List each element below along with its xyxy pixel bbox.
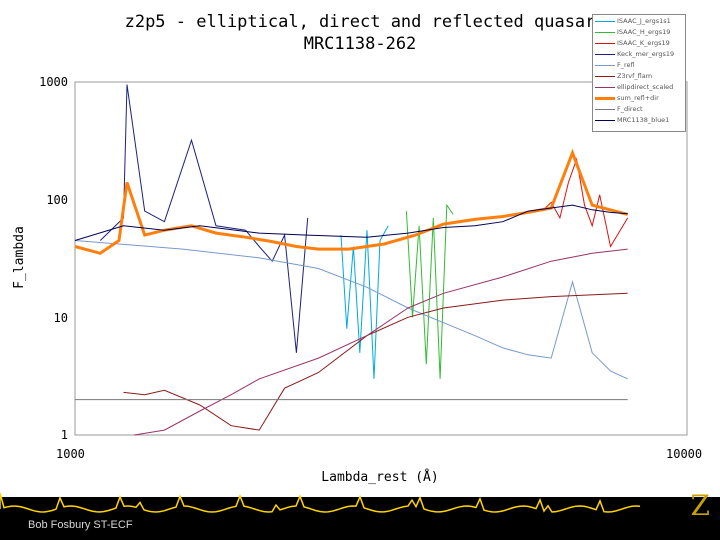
y-tick-label: 1000 — [39, 75, 68, 89]
legend-label: F_direct — [617, 105, 643, 113]
footer-spectrum-decoration — [0, 492, 640, 513]
legend-label: Z3rvf_flam — [617, 72, 653, 80]
series-line-6 — [134, 248, 628, 436]
legend-item: ISAAC_H_ergs19 — [595, 28, 683, 37]
legend-label: Keck_mer_ergs19 — [617, 50, 675, 58]
legend-swatch — [595, 119, 615, 121]
legend-item: ISAAC_K_ergs19 — [595, 39, 683, 48]
logo: Z — [690, 489, 710, 522]
plot-frame — [74, 81, 688, 436]
series-line-0 — [340, 225, 389, 379]
series-line-5 — [123, 292, 628, 431]
x-tick-label: 10000 — [666, 447, 703, 461]
legend-item: Z3rvf_flam — [595, 72, 683, 81]
legend-swatch — [595, 31, 615, 33]
legend-swatch — [595, 53, 615, 55]
legend-swatch — [595, 96, 615, 100]
series-line-9 — [74, 204, 628, 241]
x-axis-label: Lambda_rest (Å) — [321, 470, 439, 485]
series-layer — [74, 84, 629, 436]
legend-label: ISAAC_K_ergs19 — [617, 39, 670, 47]
y-tick-label: 100 — [46, 193, 68, 207]
series-line-1 — [405, 203, 454, 379]
series-line-3 — [99, 84, 309, 353]
series-line-2 — [541, 157, 629, 248]
legend-swatch — [595, 42, 615, 44]
footer-credit: Bob Fosbury ST-ECF — [28, 519, 133, 531]
series-line-4 — [74, 240, 628, 380]
x-tick-label: 1000 — [56, 447, 85, 461]
legend-swatch — [595, 64, 615, 66]
legend-item: F_refl — [595, 61, 683, 70]
legend-label: ellipdirect_scaled — [617, 83, 674, 91]
footer-spectrum-line — [0, 492, 640, 513]
legend-label: MRC1138_blue1 — [617, 116, 670, 124]
y-tick-label: 1 — [60, 428, 68, 442]
legend-item: ellipdirect_scaled — [595, 83, 683, 92]
legend-item: ISAAC_J_ergs1s1 — [595, 17, 683, 26]
legend-item: Keck_mer_ergs19 — [595, 50, 683, 59]
chart-subtitle: MRC1138-262 — [303, 34, 417, 54]
legend-swatch — [595, 20, 615, 22]
y-tick-label: 10 — [53, 311, 68, 325]
legend-item: sum_refl+dir — [595, 94, 683, 103]
series-line-7 — [74, 148, 629, 255]
legend-swatch — [595, 108, 615, 110]
legend-item: F_direct — [595, 105, 683, 114]
legend-label: F_refl — [617, 61, 635, 69]
legend-label: ISAAC_H_ergs19 — [617, 28, 671, 36]
legend: ISAAC_J_ergs1s1 ISAAC_H_ergs19 ISAAC_K_erg… — [592, 14, 686, 132]
footer-bar: Bob Fosbury ST-ECF Z — [0, 489, 720, 540]
legend-item: MRC1138_blue1 — [595, 116, 683, 125]
legend-swatch — [595, 86, 615, 88]
legend-label: sum_refl+dir — [617, 94, 659, 102]
chart-title: z2p5 - elliptical, direct and reflected … — [124, 12, 596, 32]
legend-swatch — [595, 75, 615, 77]
legend-label: ISAAC_J_ergs1s1 — [617, 17, 671, 25]
